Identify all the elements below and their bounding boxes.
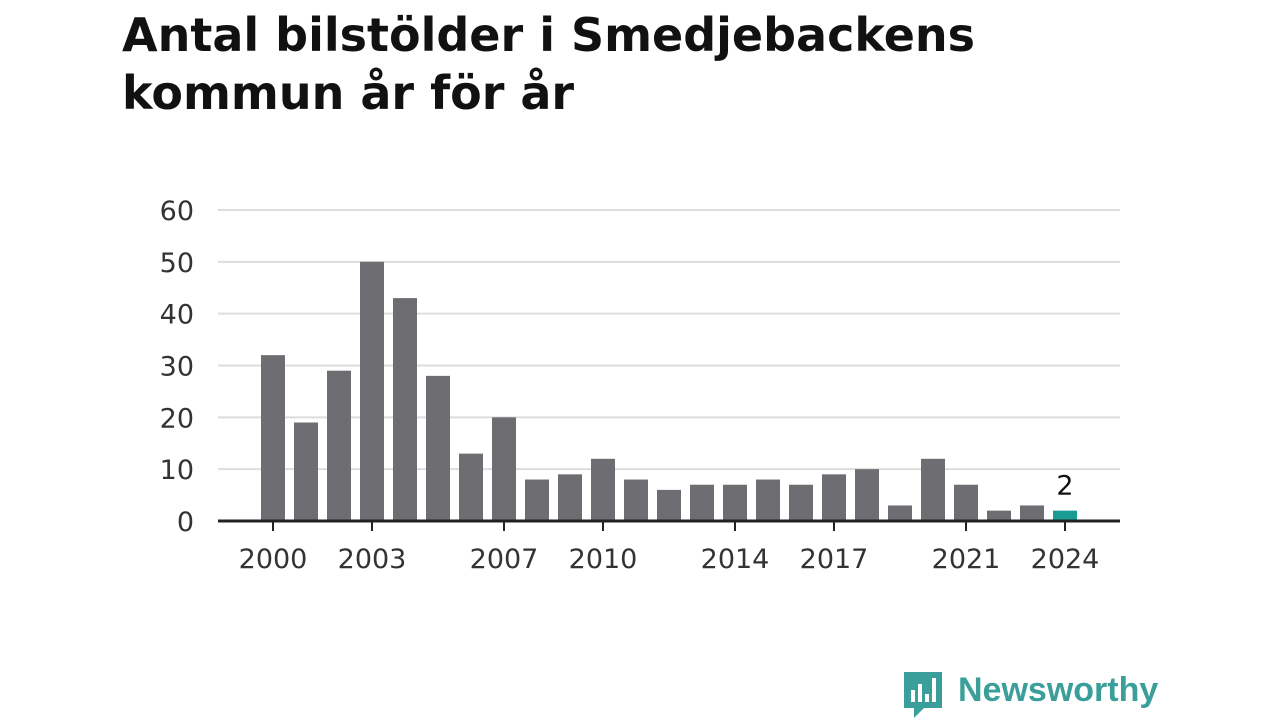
- bar-2017: [822, 474, 846, 521]
- bars: [261, 261, 1077, 521]
- data-label-2024: 2: [1056, 471, 1073, 502]
- brand: Newsworthy: [902, 670, 1158, 720]
- y-tick-label-10: 10: [160, 455, 194, 486]
- y-tick-label-30: 30: [160, 352, 194, 383]
- bar-2023: [1020, 505, 1044, 521]
- y-tick-label-60: 60: [160, 196, 194, 227]
- bar-2024: [1053, 510, 1077, 521]
- bar-2000: [261, 355, 285, 521]
- bar-2019: [888, 505, 912, 521]
- x-tick-label-2000: 2000: [239, 544, 308, 575]
- bar-2012: [657, 489, 681, 521]
- bar-2021: [954, 484, 978, 521]
- bar-2013: [690, 484, 714, 521]
- bar-2003: [360, 261, 384, 521]
- x-tick-label-2003: 2003: [338, 544, 407, 575]
- x-tick-label-2007: 2007: [470, 544, 539, 575]
- bar-2015: [756, 479, 780, 521]
- bar-2002: [327, 370, 351, 521]
- y-tick-label-20: 20: [160, 403, 194, 434]
- bar-2011: [624, 479, 648, 521]
- bar-2006: [459, 453, 483, 521]
- brand-name: Newsworthy: [958, 670, 1159, 709]
- bar-2014: [723, 484, 747, 521]
- y-tick-label-0: 0: [177, 507, 194, 538]
- bar-2018: [855, 469, 879, 521]
- y-tick-label-40: 40: [160, 300, 194, 331]
- bar-2022: [987, 510, 1011, 521]
- newsworthy-logo-icon: [904, 672, 942, 718]
- x-tick-label-2024: 2024: [1031, 544, 1100, 575]
- bar-2020: [921, 458, 945, 521]
- bar-2004: [393, 298, 417, 521]
- x-axis-ticks: 2000 2003 2007 2010 2014 2017 2021 2024: [218, 519, 1120, 575]
- bar-2010: [591, 458, 615, 521]
- bar-2009: [558, 474, 582, 521]
- y-tick-label-50: 50: [160, 248, 194, 279]
- chart-title: Antal bilstölder i Smedjebackens kommun …: [122, 8, 976, 120]
- data-labels: 2: [1056, 471, 1073, 502]
- y-axis-ticks: 0 10 20 30 40 50 60: [160, 196, 194, 538]
- x-tick-label-2014: 2014: [701, 544, 770, 575]
- gridlines: [218, 209, 1120, 471]
- x-tick-label-2017: 2017: [800, 544, 869, 575]
- bar-2005: [426, 375, 450, 521]
- x-tick-label-2021: 2021: [932, 544, 1001, 575]
- bar-2016: [789, 484, 813, 521]
- bar-2007: [492, 417, 516, 521]
- bar-2001: [294, 422, 318, 521]
- x-tick-label-2010: 2010: [569, 544, 638, 575]
- bar-2008: [525, 479, 549, 521]
